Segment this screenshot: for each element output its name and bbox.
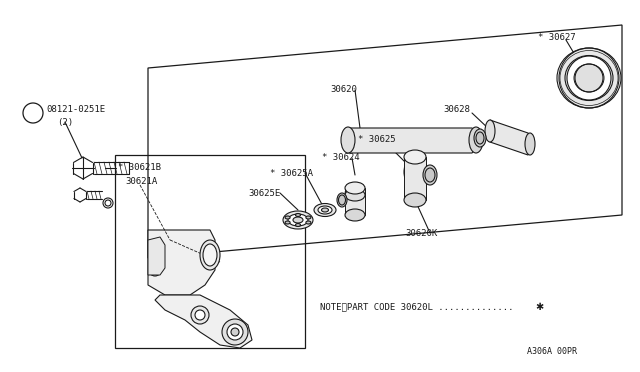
Ellipse shape bbox=[345, 209, 365, 221]
Text: 30621A: 30621A bbox=[125, 177, 157, 186]
Circle shape bbox=[103, 198, 113, 208]
Ellipse shape bbox=[285, 216, 290, 219]
Ellipse shape bbox=[339, 195, 346, 205]
Text: B: B bbox=[30, 109, 36, 118]
Ellipse shape bbox=[337, 193, 347, 207]
Text: * 30624: * 30624 bbox=[322, 154, 360, 163]
Ellipse shape bbox=[404, 150, 426, 164]
Ellipse shape bbox=[321, 208, 328, 212]
Ellipse shape bbox=[404, 157, 426, 187]
Ellipse shape bbox=[345, 182, 365, 194]
Ellipse shape bbox=[474, 129, 486, 147]
Polygon shape bbox=[155, 295, 252, 348]
Circle shape bbox=[149, 264, 161, 276]
Polygon shape bbox=[148, 237, 165, 275]
Text: 30620: 30620 bbox=[330, 86, 357, 94]
Text: * 30627: * 30627 bbox=[538, 33, 575, 42]
Ellipse shape bbox=[288, 214, 308, 226]
Ellipse shape bbox=[469, 127, 483, 153]
Ellipse shape bbox=[296, 214, 301, 217]
Text: * 30621B: * 30621B bbox=[118, 164, 161, 173]
Ellipse shape bbox=[404, 193, 426, 207]
Ellipse shape bbox=[525, 133, 535, 155]
Polygon shape bbox=[348, 128, 476, 153]
Ellipse shape bbox=[423, 165, 437, 185]
Ellipse shape bbox=[485, 120, 495, 142]
Circle shape bbox=[567, 56, 611, 100]
Ellipse shape bbox=[345, 183, 365, 208]
Text: 08121-0251E: 08121-0251E bbox=[46, 106, 105, 115]
Ellipse shape bbox=[283, 211, 313, 229]
Ellipse shape bbox=[296, 224, 301, 227]
Circle shape bbox=[105, 200, 111, 206]
Text: 30625E: 30625E bbox=[248, 189, 280, 198]
Ellipse shape bbox=[285, 221, 290, 224]
Text: NOTE、PART CODE 30620L ..............: NOTE、PART CODE 30620L .............. bbox=[320, 302, 513, 311]
Polygon shape bbox=[490, 120, 530, 155]
Ellipse shape bbox=[314, 203, 336, 217]
Circle shape bbox=[23, 103, 43, 123]
Circle shape bbox=[575, 64, 603, 92]
Ellipse shape bbox=[476, 132, 484, 144]
Polygon shape bbox=[404, 157, 426, 200]
Circle shape bbox=[231, 328, 239, 336]
Ellipse shape bbox=[203, 244, 217, 266]
Polygon shape bbox=[345, 188, 365, 215]
Ellipse shape bbox=[200, 240, 220, 270]
Ellipse shape bbox=[318, 206, 332, 214]
Circle shape bbox=[227, 324, 243, 340]
Ellipse shape bbox=[425, 168, 435, 182]
Ellipse shape bbox=[306, 216, 311, 219]
Ellipse shape bbox=[293, 217, 303, 223]
Text: ✱: ✱ bbox=[535, 302, 543, 312]
Ellipse shape bbox=[345, 189, 365, 201]
Text: * 30625A: * 30625A bbox=[270, 169, 313, 177]
Ellipse shape bbox=[341, 127, 355, 153]
Text: A306A 00PR: A306A 00PR bbox=[527, 347, 577, 356]
Circle shape bbox=[195, 310, 205, 320]
Text: 30620K: 30620K bbox=[405, 228, 437, 237]
Text: * 30625: * 30625 bbox=[358, 135, 396, 144]
Circle shape bbox=[222, 319, 248, 345]
Text: (2): (2) bbox=[57, 118, 73, 126]
Polygon shape bbox=[148, 230, 215, 295]
Ellipse shape bbox=[306, 221, 311, 224]
Circle shape bbox=[191, 306, 209, 324]
Circle shape bbox=[559, 48, 619, 108]
Text: 30628: 30628 bbox=[443, 106, 470, 115]
